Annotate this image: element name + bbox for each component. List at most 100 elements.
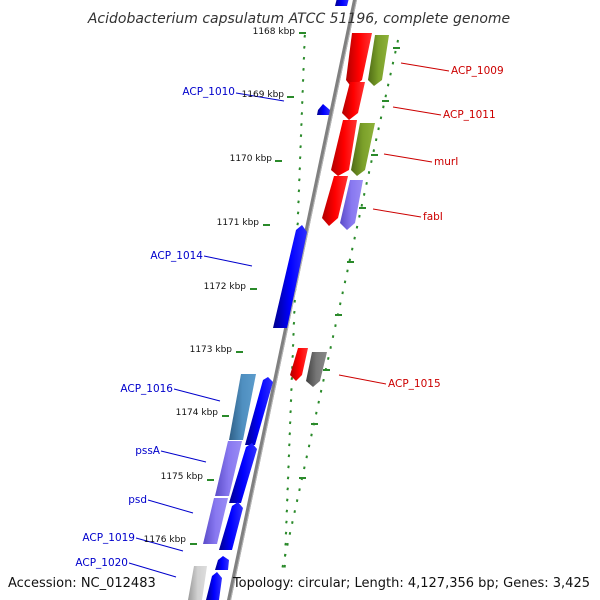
tick-dot [367, 171, 371, 174]
kbp-label: 1171 kbp [217, 218, 260, 228]
gene-arrow-red-1[interactable] [346, 33, 372, 88]
tick-dot [291, 521, 294, 524]
gene-label-acp-1010[interactable]: ACP_1010 [182, 86, 235, 98]
tick-dot [288, 432, 291, 436]
leader-acp-1020 [128, 562, 177, 578]
tick-dot [358, 214, 361, 218]
tick-dot [384, 94, 388, 98]
gene-label-pssa[interactable]: pssA [135, 445, 161, 457]
tick-dot [291, 355, 294, 358]
gene-arrow-acp-1019[interactable] [215, 556, 229, 570]
tick-dot [297, 189, 301, 193]
tick-dot [284, 531, 288, 535]
gene-label-acp-1015[interactable]: ACP_1015 [388, 378, 441, 390]
kbp-label: 1175 kbp [161, 472, 204, 482]
gene-label-acp-1019[interactable]: ACP_1019 [82, 532, 135, 544]
kbp-tick-labels: 1168 kbp 1169 kbp 1170 kbp 1171 kbp 1172… [144, 27, 296, 545]
tick-dot [300, 123, 303, 127]
reverse-strand-labels: ACP_1010 ACP_1014 ACP_1016 pssA psd ACP_… [75, 86, 235, 569]
tick-dot [377, 127, 380, 131]
tick-dot [288, 531, 292, 535]
leader-acp-1010 [235, 92, 285, 102]
map-title: Acidobacterium capsulatum ATCC 51196, co… [87, 11, 510, 27]
tick-dot [341, 291, 344, 295]
gene-arrow-acp-1009[interactable] [368, 35, 389, 86]
leader-acp-1016 [173, 388, 221, 402]
tick-dot [293, 299, 296, 303]
gene-label-acp-1016[interactable]: ACP_1016 [120, 383, 173, 395]
leader-acp-1011 [392, 106, 442, 116]
tick-dot [348, 258, 352, 262]
kbp-label: 1172 kbp [204, 282, 247, 292]
tick-dot [299, 134, 303, 138]
tick-dot [343, 280, 347, 284]
tick-dot [292, 332, 295, 336]
gene-arrow-acp-1020-strand[interactable] [206, 572, 222, 600]
tick-dot [334, 324, 337, 328]
gene-arrow-fabi-red[interactable] [322, 176, 348, 226]
tick-dot [283, 553, 287, 557]
gene-arrow-psd-strand[interactable] [219, 502, 243, 550]
gene-label-acp-1009[interactable]: ACP_1009 [451, 65, 504, 77]
gene-arrow-fabi[interactable] [340, 180, 363, 230]
gene-arrow-muri-red[interactable] [331, 120, 357, 176]
tick-dot [301, 78, 305, 82]
gene-arrow-acp-1010[interactable] [317, 104, 330, 115]
tick-dot [298, 167, 301, 171]
tick-dot [386, 83, 390, 87]
tick-dot [295, 499, 299, 503]
tick-dot [370, 160, 373, 164]
label-leaders-layer [128, 62, 450, 578]
tick-dot [382, 105, 385, 109]
gene-arrow-acp-1015-red[interactable] [290, 348, 308, 381]
leader-acp-1019 [135, 537, 184, 552]
tick-dot [339, 302, 342, 306]
gene-arrow-muri[interactable] [351, 123, 375, 176]
gene-arrow-top-partial[interactable] [335, 0, 349, 6]
gene-label-psd[interactable]: psd [128, 494, 147, 506]
tick-dot [286, 498, 289, 502]
gene-label-acp-1011[interactable]: ACP_1011 [443, 109, 496, 121]
tick-dot [391, 61, 395, 65]
gene-label-muri[interactable]: murI [434, 156, 458, 168]
accession-text: Accession: NC_012483 [8, 576, 156, 591]
tick-dot [293, 510, 296, 514]
tick-dot [331, 335, 335, 339]
gene-label-fabi[interactable]: fabI [423, 211, 443, 223]
leader-acp-1015 [338, 374, 387, 385]
tick-dot [298, 156, 302, 160]
tick-dot [296, 211, 300, 215]
gene-label-acp-1014[interactable]: ACP_1014 [150, 250, 203, 262]
tick-dot [297, 200, 300, 204]
tick-dot [327, 356, 330, 360]
tick-dot [287, 465, 290, 469]
tick-dot [299, 145, 302, 149]
gene-arrow-acp-1014[interactable] [273, 225, 307, 328]
tick-dot [303, 45, 306, 49]
tick-dot [302, 67, 305, 71]
tick-dot [396, 39, 399, 43]
tick-dot [315, 411, 318, 415]
tick-dot [281, 564, 284, 568]
tick-dot [285, 520, 288, 524]
tick-dot [379, 116, 383, 120]
tick-dot [298, 178, 301, 182]
tick-dot [288, 443, 291, 447]
gene-arrow-acp-1020[interactable] [188, 566, 207, 600]
gene-arrow-pssa[interactable] [215, 441, 242, 496]
tick-dot [305, 455, 308, 459]
gene-arrow-acp-1016[interactable] [229, 374, 256, 440]
tick-dot [303, 34, 306, 38]
tick-dot [303, 466, 306, 470]
leader-acp-1014 [203, 255, 253, 267]
genome-backbone-highlight [230, 0, 357, 600]
tick-dot [286, 542, 289, 546]
gene-arrow-acp-1016-strand[interactable] [245, 377, 273, 445]
gene-label-acp-1020[interactable]: ACP_1020 [75, 557, 128, 569]
gene-arrow-acp-1015[interactable] [306, 352, 327, 387]
tick-dot [355, 225, 359, 229]
gene-arrow-acp-1011[interactable] [342, 82, 365, 120]
gene-arrow-pssa-strand[interactable] [229, 443, 257, 503]
kbp-label: 1168 kbp [253, 27, 296, 37]
gene-arrow-psd[interactable] [203, 498, 228, 544]
